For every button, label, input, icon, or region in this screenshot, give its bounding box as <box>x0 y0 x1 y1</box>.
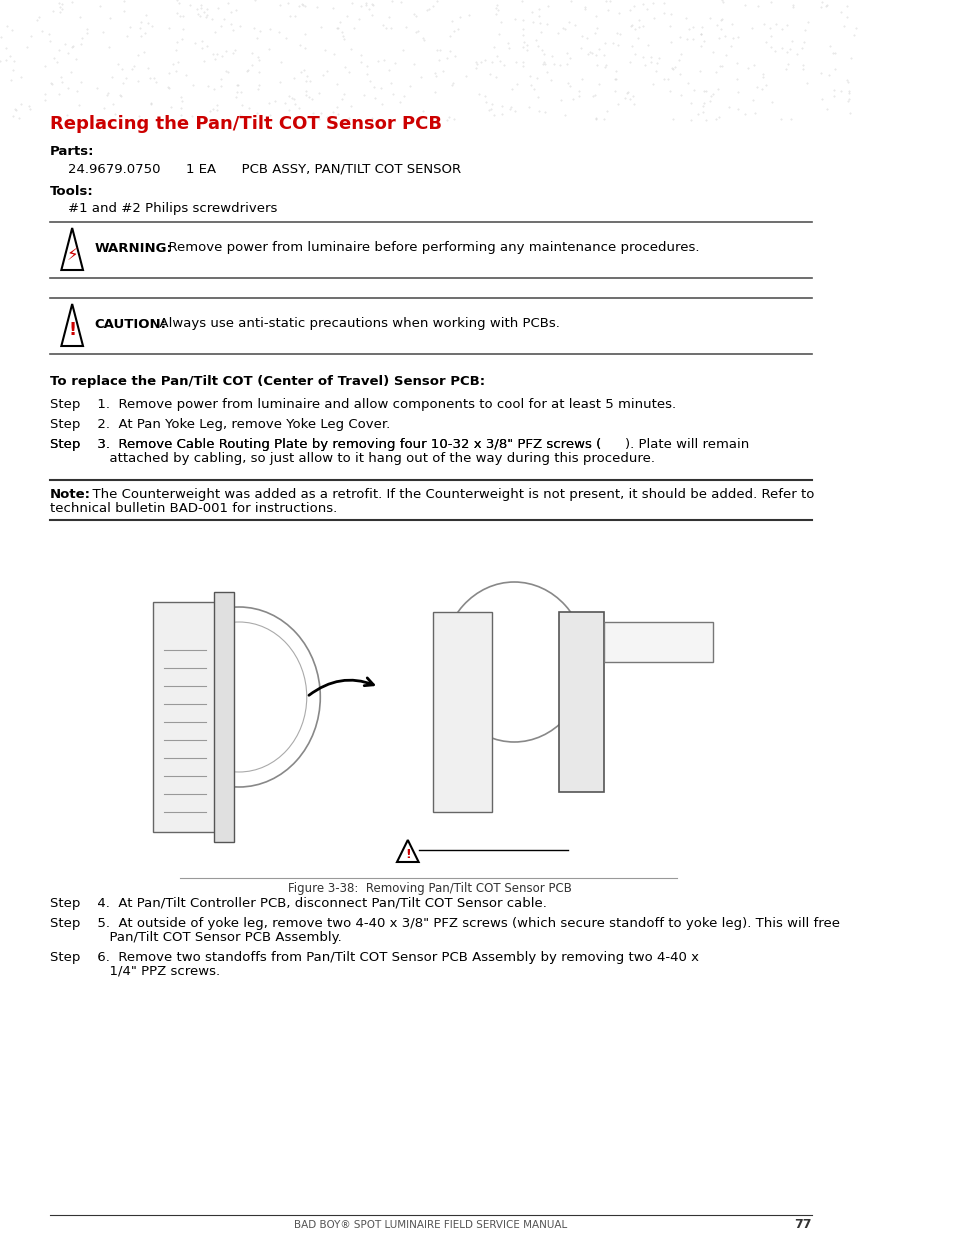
Text: CAUTION:: CAUTION: <box>94 317 167 331</box>
Text: Step    3.  Remove Cable Routing Plate by removing four 10-32 x 3/8" PFZ screws : Step 3. Remove Cable Routing Plate by re… <box>50 438 600 451</box>
Text: Always use anti-static precautions when working with PCBs.: Always use anti-static precautions when … <box>151 317 559 331</box>
FancyBboxPatch shape <box>433 613 491 811</box>
Text: Figure 3-38:  Removing Pan/Tilt COT Sensor PCB: Figure 3-38: Removing Pan/Tilt COT Senso… <box>288 882 572 895</box>
Text: Step    4.  At Pan/Tilt Controller PCB, disconnect Pan/Tilt COT Sensor cable.: Step 4. At Pan/Tilt Controller PCB, disc… <box>50 897 546 910</box>
FancyBboxPatch shape <box>213 592 233 842</box>
FancyBboxPatch shape <box>153 601 216 832</box>
Text: Pan/Tilt COT Sensor PCB Assembly.: Pan/Tilt COT Sensor PCB Assembly. <box>50 931 341 944</box>
Text: Step    6.  Remove two standoffs from Pan/Tilt COT Sensor PCB Assembly by removi: Step 6. Remove two standoffs from Pan/Ti… <box>50 951 698 965</box>
Text: Replacing the Pan/Tilt COT Sensor PCB: Replacing the Pan/Tilt COT Sensor PCB <box>50 115 441 133</box>
Text: BAD BOY® SPOT LUMINAIRE FIELD SERVICE MANUAL: BAD BOY® SPOT LUMINAIRE FIELD SERVICE MA… <box>294 1220 566 1230</box>
Text: ⚡: ⚡ <box>67 246 78 264</box>
Text: ). Plate will remain: ). Plate will remain <box>624 438 748 451</box>
Text: Step    2.  At Pan Yoke Leg, remove Yoke Leg Cover.: Step 2. At Pan Yoke Leg, remove Yoke Leg… <box>50 417 390 431</box>
Text: 77: 77 <box>794 1219 811 1231</box>
Text: #1 and #2 Philips screwdrivers: #1 and #2 Philips screwdrivers <box>68 203 276 215</box>
Text: Parts:: Parts: <box>50 144 94 158</box>
Text: 1/4" PPZ screws.: 1/4" PPZ screws. <box>50 965 219 978</box>
Text: To replace the Pan/Tilt COT (Center of Travel) Sensor PCB:: To replace the Pan/Tilt COT (Center of T… <box>50 375 484 388</box>
Text: !: ! <box>404 848 410 862</box>
Text: Step    5.  At outside of yoke leg, remove two 4-40 x 3/8" PFZ screws (which sec: Step 5. At outside of yoke leg, remove t… <box>50 918 839 930</box>
Text: Step    3.  Remove Cable Routing Plate by removing four 10-32 x 3/8" PFZ screws : Step 3. Remove Cable Routing Plate by re… <box>50 438 800 451</box>
Text: Tools:: Tools: <box>50 185 93 198</box>
Text: Remove power from luminaire before performing any maintenance procedures.: Remove power from luminaire before perfo… <box>159 242 699 254</box>
Text: Note:: Note: <box>50 488 91 501</box>
Text: attached by cabling, so just allow to it hang out of the way during this procedu: attached by cabling, so just allow to it… <box>50 452 654 466</box>
Text: WARNING:: WARNING: <box>94 242 172 254</box>
Text: !: ! <box>68 321 76 338</box>
Text: Step    1.  Remove power from luminaire and allow components to cool for at leas: Step 1. Remove power from luminaire and … <box>50 398 675 411</box>
Text: 24.9679.0750      1 EA      PCB ASSY, PAN/TILT COT SENSOR: 24.9679.0750 1 EA PCB ASSY, PAN/TILT COT… <box>68 162 460 175</box>
FancyBboxPatch shape <box>558 613 604 792</box>
Text: technical bulletin BAD-001 for instructions.: technical bulletin BAD-001 for instructi… <box>50 501 336 515</box>
FancyBboxPatch shape <box>604 622 712 662</box>
Text: Step    3.  Remove Cable Routing Plate by removing four 10-32 x 3/8" PFZ screws : Step 3. Remove Cable Routing Plate by re… <box>50 438 600 451</box>
FancyArrowPatch shape <box>309 678 373 695</box>
Text: The Counterweight was added as a retrofit. If the Counterweight is not present, : The Counterweight was added as a retrofi… <box>84 488 814 501</box>
